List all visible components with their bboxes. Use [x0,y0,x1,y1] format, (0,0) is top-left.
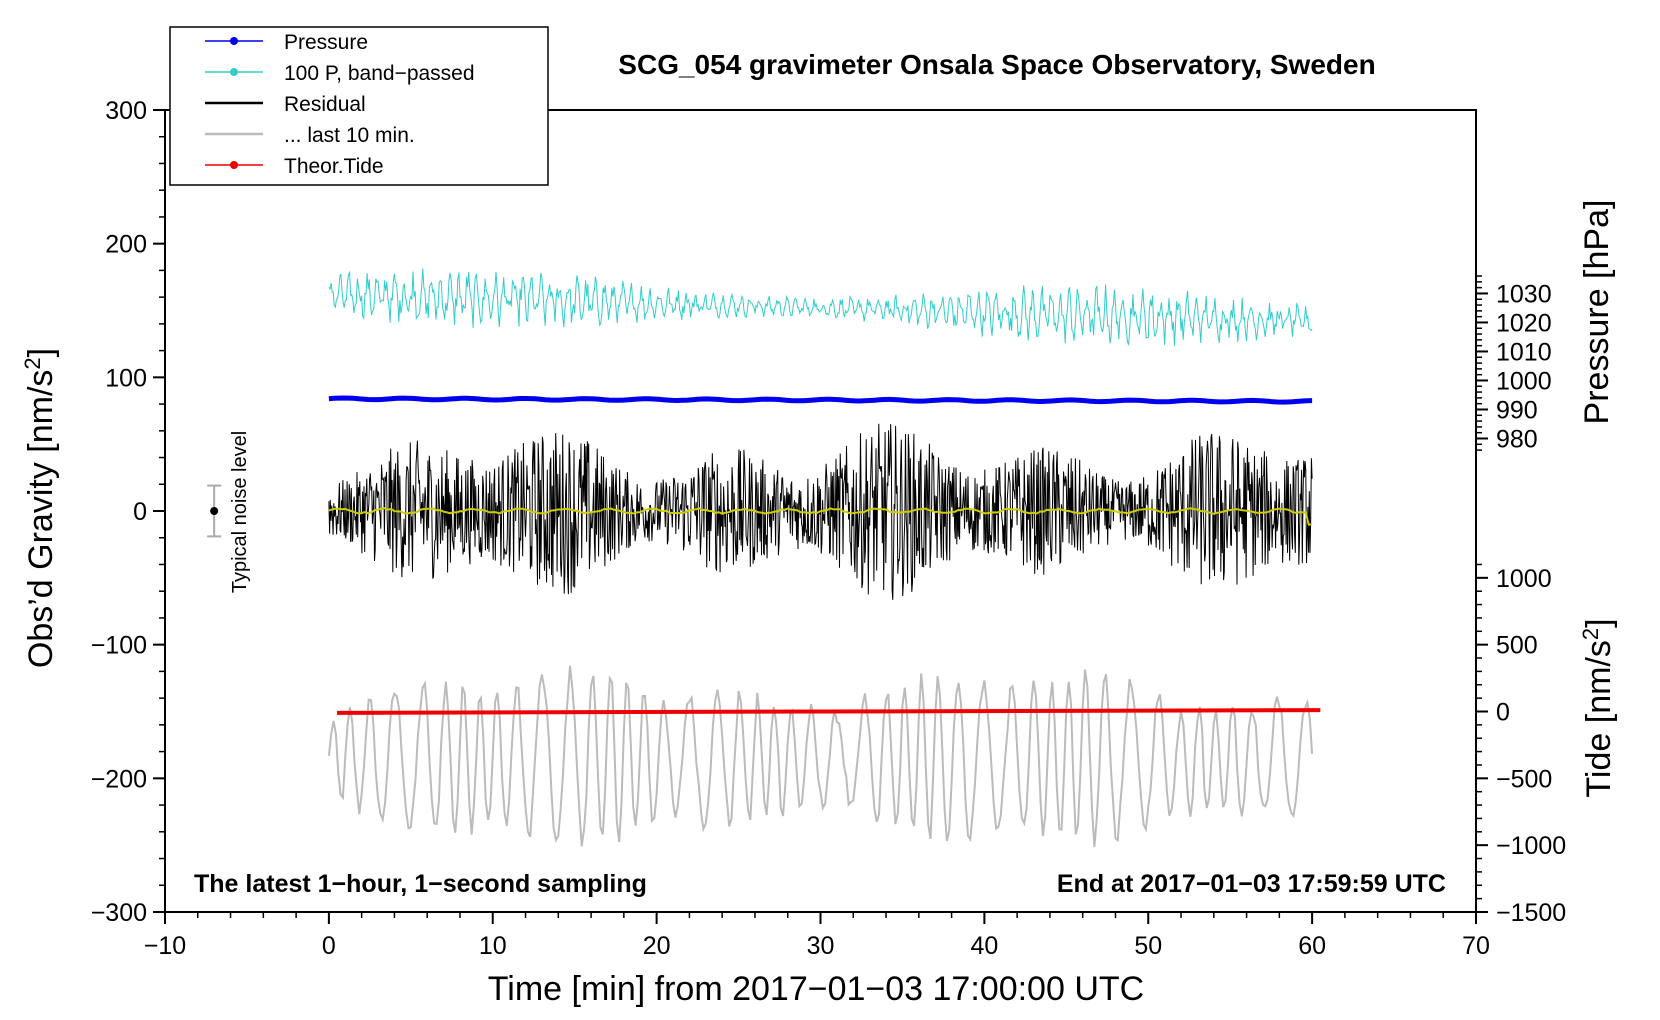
pressure-tick-label: 1010 [1496,338,1552,366]
tide-tick-label: −500 [1496,765,1552,793]
y-axis-title-pressure: Pressure [hPa] [1578,200,1616,425]
legend-label: Pressure [284,31,368,54]
tide-tick-label: −1500 [1496,899,1566,927]
x-tick-label: 30 [807,932,835,960]
legend-dot [230,68,238,76]
y-axis-title-gravity-sup: 2 [20,357,45,369]
y-axis-title-tide: Tide [nm/s2] [1578,618,1618,797]
pressure-tick-label: 1030 [1496,280,1552,308]
series-theoretical-tide [337,708,1321,715]
noise-level-label: Typical noise level [229,431,251,593]
series-band-passed-pressure [328,268,1313,347]
x-tick-label: 70 [1462,932,1490,960]
y-left-tick-label: 300 [105,97,147,125]
series-residual [328,423,1313,600]
y-axis-title-gravity-text: Obs’d Gravity [nm/s [22,370,60,669]
tide-tick-label: 0 [1496,699,1510,727]
x-tick-label: 50 [1134,932,1162,960]
tide-tick-label: −1000 [1496,832,1566,860]
x-tick-label: −10 [144,932,186,960]
legend-label: Theor.Tide [284,155,384,178]
y-left-tick-label: −300 [91,899,147,927]
y-axis-title-tide-text: Tide [nm/s [1580,640,1618,797]
annotation-sampling: The latest 1−hour, 1−second sampling [194,870,647,898]
y-axis-title-gravity: Obs’d Gravity [nm/s2] [20,348,60,668]
x-tick-label: 20 [643,932,671,960]
pressure-tick-label: 1020 [1496,309,1552,337]
series-last-10-min [327,665,1314,848]
tide-tick-label: 500 [1496,632,1538,660]
x-tick-label: 40 [970,932,998,960]
y-axis-title-tide-close: ] [1580,618,1618,627]
x-tick-label: 0 [322,932,336,960]
y-left-tick-label: −200 [91,765,147,793]
y-left-tick-label: 100 [105,364,147,392]
y-axis-title-gravity-close: ] [22,348,60,357]
legend-box [169,26,549,186]
x-axis-title: Time [min] from 2017−01−03 17:00:00 UTC [488,970,1144,1008]
legend-label: Residual [284,93,366,116]
y-left-tick-label: 0 [133,498,147,526]
legend: Pressure 100 P, band−passed Residual ... la… [169,26,549,186]
annotation-end-time: End at 2017−01−03 17:59:59 UTC [1057,870,1446,898]
series-pressure [328,395,1313,405]
tide-tick-label: 1000 [1496,565,1552,593]
pressure-tick-label: 990 [1496,396,1538,424]
legend-dot [230,161,238,169]
axis-ticks: −10 0 10 20 30 40 50 60 703002001000−100−200−300… [91,97,1567,960]
x-tick-label: 10 [479,932,507,960]
legend-label: ... last 10 min. [284,124,415,147]
legend-dot [230,37,238,45]
series-residual-smoothed [328,507,1313,526]
traces [207,268,1321,848]
y-axis-title-tide-sup: 2 [1578,628,1603,640]
chart-title: SCG_054 gravimeter Onsala Space Observat… [618,49,1375,80]
y-left-tick-label: −100 [91,632,147,660]
pressure-tick-label: 1000 [1496,367,1552,395]
y-left-tick-label: 200 [105,231,147,259]
noise-bar-dot [210,507,219,515]
pressure-tick-label: 980 [1496,425,1538,453]
x-tick-label: 60 [1298,932,1326,960]
legend-label: 100 P, band−passed [284,62,475,85]
